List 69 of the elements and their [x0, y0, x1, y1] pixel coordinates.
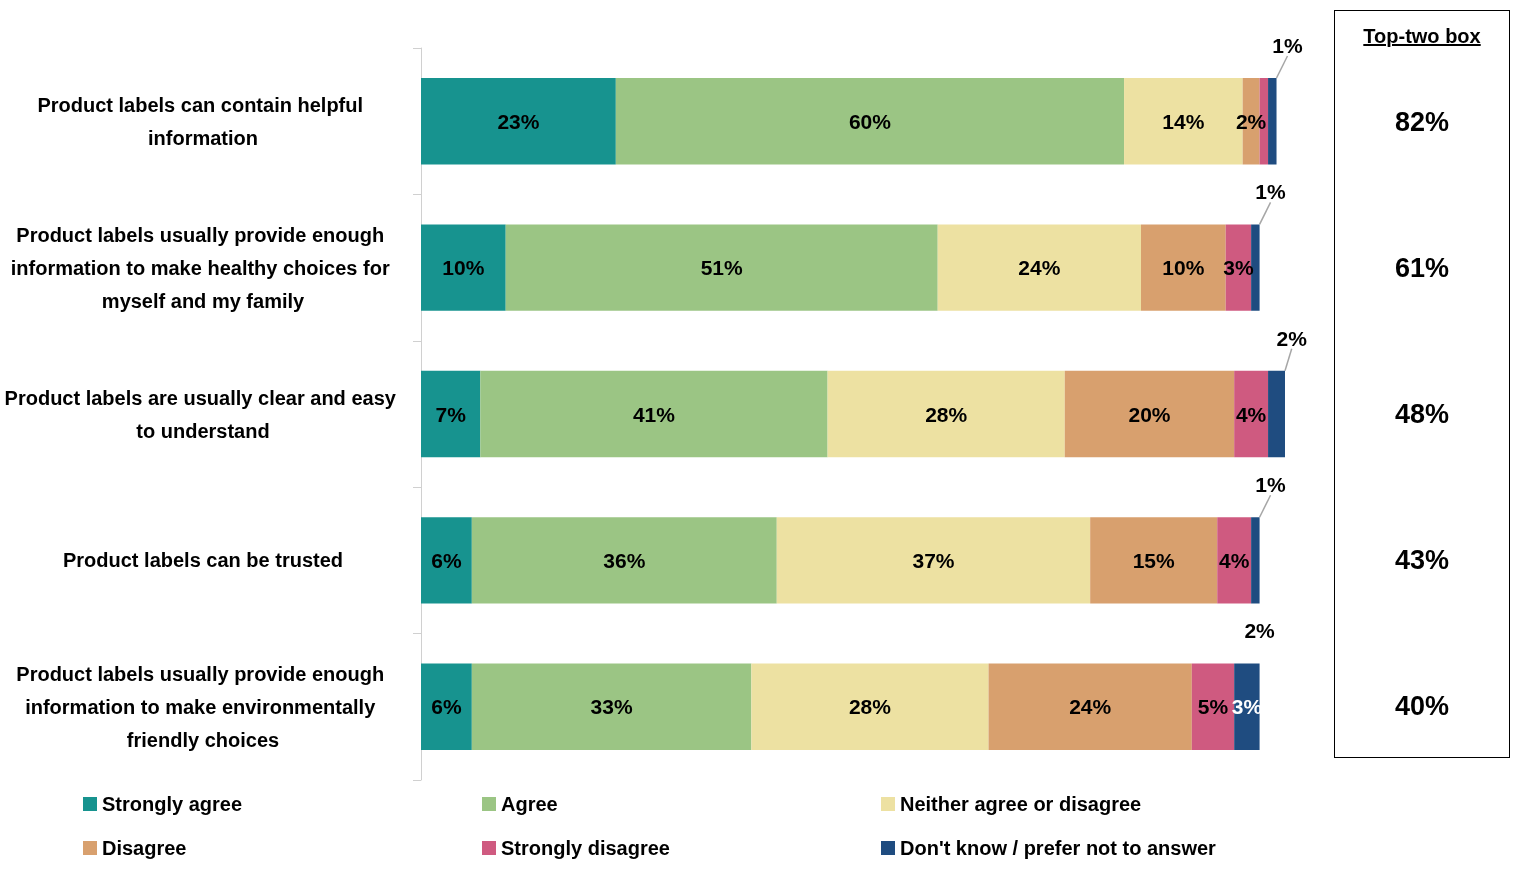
data-label: 51%	[700, 256, 744, 280]
data-label: 24%	[1069, 695, 1112, 719]
data-label: 28%	[848, 695, 892, 719]
text: 43%	[1393, 545, 1450, 576]
bar	[421, 224, 506, 311]
data-label: 4%	[1235, 402, 1267, 426]
data-label: 37%	[912, 548, 955, 572]
bar	[471, 663, 752, 750]
text: Top-two box	[1362, 25, 1482, 48]
bar	[1268, 370, 1285, 458]
bar	[776, 517, 1091, 604]
data-label: 36%	[603, 548, 646, 572]
data-label: 4%	[1219, 548, 1250, 572]
data-label: 20%	[1128, 402, 1171, 426]
bar	[1064, 370, 1235, 458]
data-label: 6%	[431, 695, 462, 719]
legend-label: Strongly disagree	[501, 837, 670, 859]
bar	[1251, 224, 1260, 311]
data-label: 1%	[1255, 473, 1287, 497]
bar	[421, 663, 472, 750]
data-label: 60%	[848, 109, 892, 133]
legend-label: Neither agree or disagree	[900, 793, 1142, 815]
y-tick-label: Product labels usually provide enough information to make environmentally friendly choices	[16, 662, 390, 751]
text: 61%	[1393, 253, 1450, 284]
bar	[1251, 517, 1260, 604]
bar	[421, 517, 472, 604]
bar	[988, 663, 1192, 750]
bar	[421, 78, 616, 165]
data-label: 10%	[442, 256, 485, 280]
bar	[1141, 224, 1226, 311]
text: 82%	[1393, 107, 1450, 138]
bar	[505, 224, 938, 311]
legend-label: Strongly agree	[102, 793, 243, 815]
data-label: 2%	[1235, 109, 1267, 133]
annotation: 2%	[1244, 618, 1276, 642]
data-label: 28%	[925, 402, 968, 426]
data-label: 15%	[1132, 548, 1176, 572]
y-tick-label: Product labels are usually clear and easy to understand	[4, 386, 402, 442]
text: 40%	[1393, 691, 1450, 722]
bar	[1234, 370, 1269, 458]
data-label: 14%	[1162, 109, 1205, 133]
bar	[615, 78, 1125, 165]
data-label: 1%	[1272, 34, 1303, 58]
data-label: 24%	[1018, 256, 1061, 280]
y-tick-label: Product labels usually provide enough information to make healthy choices for myself and my family	[10, 223, 396, 312]
bar	[1268, 78, 1277, 165]
legend-label: Disagree	[102, 837, 187, 859]
bar	[1217, 517, 1252, 604]
bar	[827, 370, 1065, 458]
data-label: 41%	[632, 402, 676, 426]
data-label: 1%	[1255, 180, 1287, 204]
y-tick-label: Product labels can be trusted	[62, 549, 344, 572]
bar	[1090, 517, 1218, 604]
legend-label: Agree	[501, 793, 558, 815]
data-label: 6%	[431, 548, 462, 572]
y-tick-label: Product labels can contain helpful information	[37, 93, 369, 149]
legend-label: Don't know / prefer not to answer	[900, 837, 1217, 859]
data-label: 23%	[497, 109, 540, 133]
text: 48%	[1393, 399, 1450, 430]
data-label: 5%	[1197, 695, 1229, 719]
bar	[471, 517, 777, 604]
bar	[751, 663, 989, 750]
data-label: 7%	[435, 402, 467, 426]
data-label: 2%	[1276, 326, 1308, 350]
data-label: 33%	[590, 695, 633, 719]
data-label: 10%	[1162, 256, 1205, 280]
bar	[480, 370, 828, 458]
bar	[937, 224, 1141, 311]
bar	[421, 370, 481, 458]
